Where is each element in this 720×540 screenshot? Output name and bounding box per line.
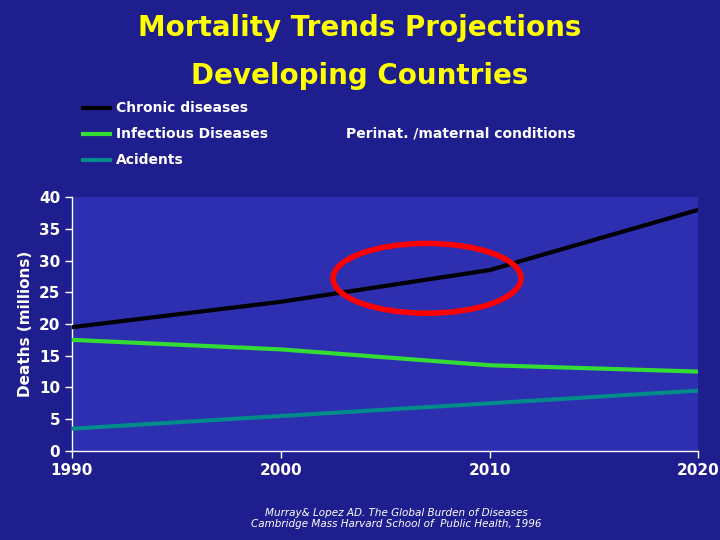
Text: Murray& Lopez AD. The Global Burden of Diseases
Cambridge Mass Harvard School of: Murray& Lopez AD. The Global Burden of D… (251, 508, 541, 529)
Y-axis label: Deaths (millions): Deaths (millions) (18, 251, 33, 397)
Text: Perinat. /maternal conditions: Perinat. /maternal conditions (346, 127, 575, 141)
Text: Chronic diseases: Chronic diseases (116, 101, 248, 115)
Text: Acidents: Acidents (116, 153, 184, 167)
Text: Developing Countries: Developing Countries (192, 62, 528, 90)
Text: Mortality Trends Projections: Mortality Trends Projections (138, 14, 582, 42)
Text: Infectious Diseases: Infectious Diseases (116, 127, 268, 141)
